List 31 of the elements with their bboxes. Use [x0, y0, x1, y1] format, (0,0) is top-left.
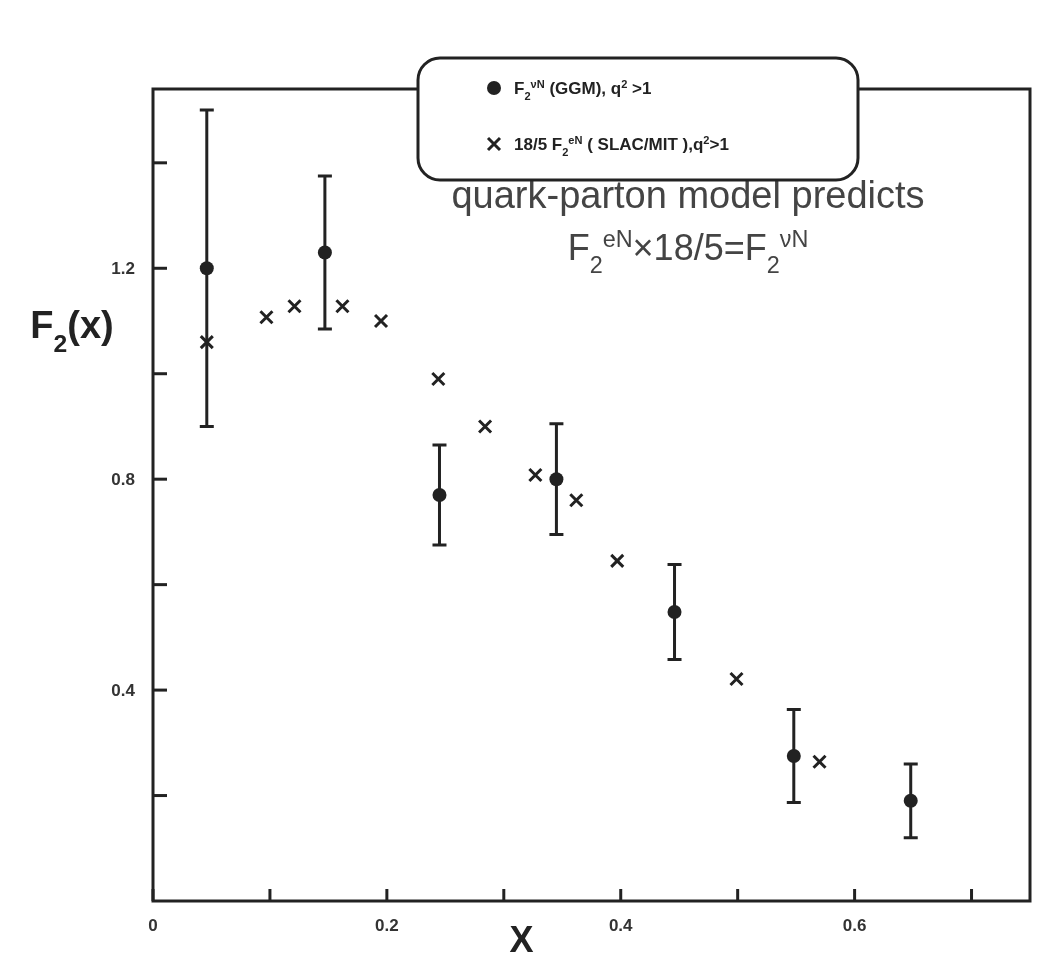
x-axis-title: X — [509, 919, 534, 959]
point — [286, 298, 302, 314]
point — [334, 298, 350, 314]
y-tick-label: 0.8 — [111, 470, 135, 490]
point — [609, 553, 625, 569]
point — [812, 754, 828, 770]
y-tick-label: 0.4 — [111, 681, 136, 701]
point — [432, 488, 447, 502]
annotation: quark-parton model predicts — [451, 174, 925, 216]
point — [903, 793, 918, 808]
legend-label: 18/5 F$_{2}$$^{eN}$ ( SLAC/MIT ),q$^{2}$>1 — [514, 133, 729, 158]
point — [527, 467, 543, 483]
point — [373, 313, 389, 329]
point — [199, 334, 215, 350]
y-axis-title: F$_{2}$(x) — [30, 304, 114, 357]
x-tick-label: 0 — [148, 916, 158, 935]
point — [729, 671, 744, 687]
point — [199, 261, 214, 276]
point — [258, 309, 274, 325]
x-tick-label: 0.2 — [375, 916, 399, 935]
point — [430, 371, 446, 387]
point — [568, 492, 584, 508]
point — [667, 605, 682, 620]
legend-label: F$_{2}$$^{νN}$ (GGM), q$^{2}$ >1 — [514, 77, 652, 102]
x-tick-label: 0.4 — [608, 916, 634, 935]
y-tick-label: 1.2 — [111, 259, 135, 279]
point — [317, 245, 332, 260]
point — [549, 472, 564, 487]
point — [477, 418, 493, 434]
point — [786, 749, 801, 763]
x-tick-label: 0.6 — [842, 916, 867, 935]
